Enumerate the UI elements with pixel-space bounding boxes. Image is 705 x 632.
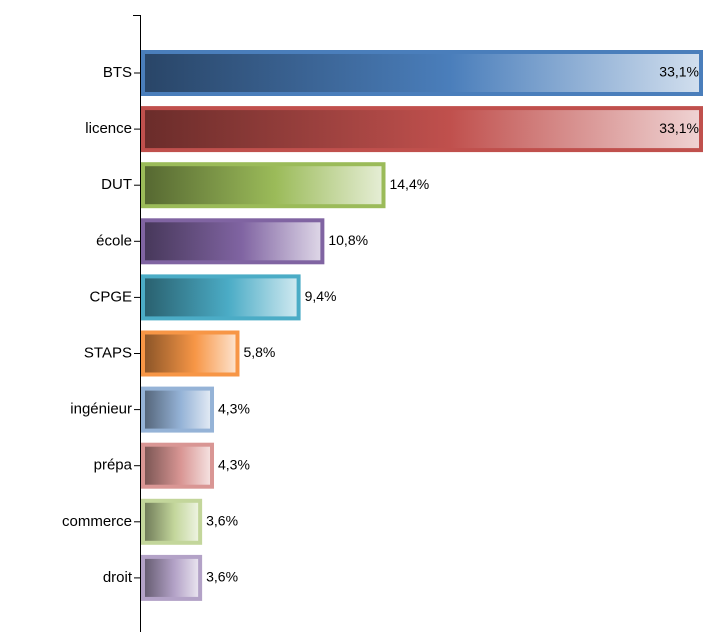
bar bbox=[141, 106, 703, 153]
category-label: école bbox=[96, 232, 132, 249]
bar bbox=[141, 442, 215, 489]
value-label: 3,6% bbox=[206, 569, 238, 585]
category-label: ingénieur bbox=[70, 401, 132, 418]
value-label: 33,1% bbox=[659, 64, 699, 80]
value-label: 10,8% bbox=[328, 232, 368, 248]
category-label: licence bbox=[85, 120, 132, 137]
bar bbox=[141, 498, 203, 545]
category-label: DUT bbox=[101, 176, 132, 193]
bar bbox=[141, 218, 325, 265]
bar bbox=[141, 330, 240, 377]
category-label: BTS bbox=[103, 64, 132, 81]
value-label: 9,4% bbox=[305, 288, 337, 304]
category-label: commerce bbox=[62, 513, 132, 530]
value-label: 4,3% bbox=[218, 456, 250, 472]
bar bbox=[141, 386, 215, 433]
category-label: CPGE bbox=[89, 288, 132, 305]
value-label: 3,6% bbox=[206, 513, 238, 529]
value-label: 5,8% bbox=[243, 344, 275, 360]
value-label: 33,1% bbox=[659, 120, 699, 136]
category-label: droit bbox=[103, 569, 133, 586]
category-label: STAPS bbox=[84, 344, 132, 361]
bar bbox=[141, 50, 703, 96]
bar bbox=[141, 162, 386, 209]
bar bbox=[141, 554, 203, 601]
value-label: 14,4% bbox=[389, 176, 429, 192]
bar bbox=[141, 274, 301, 321]
category-label: prépa bbox=[94, 457, 133, 474]
value-label: 4,3% bbox=[218, 400, 250, 416]
